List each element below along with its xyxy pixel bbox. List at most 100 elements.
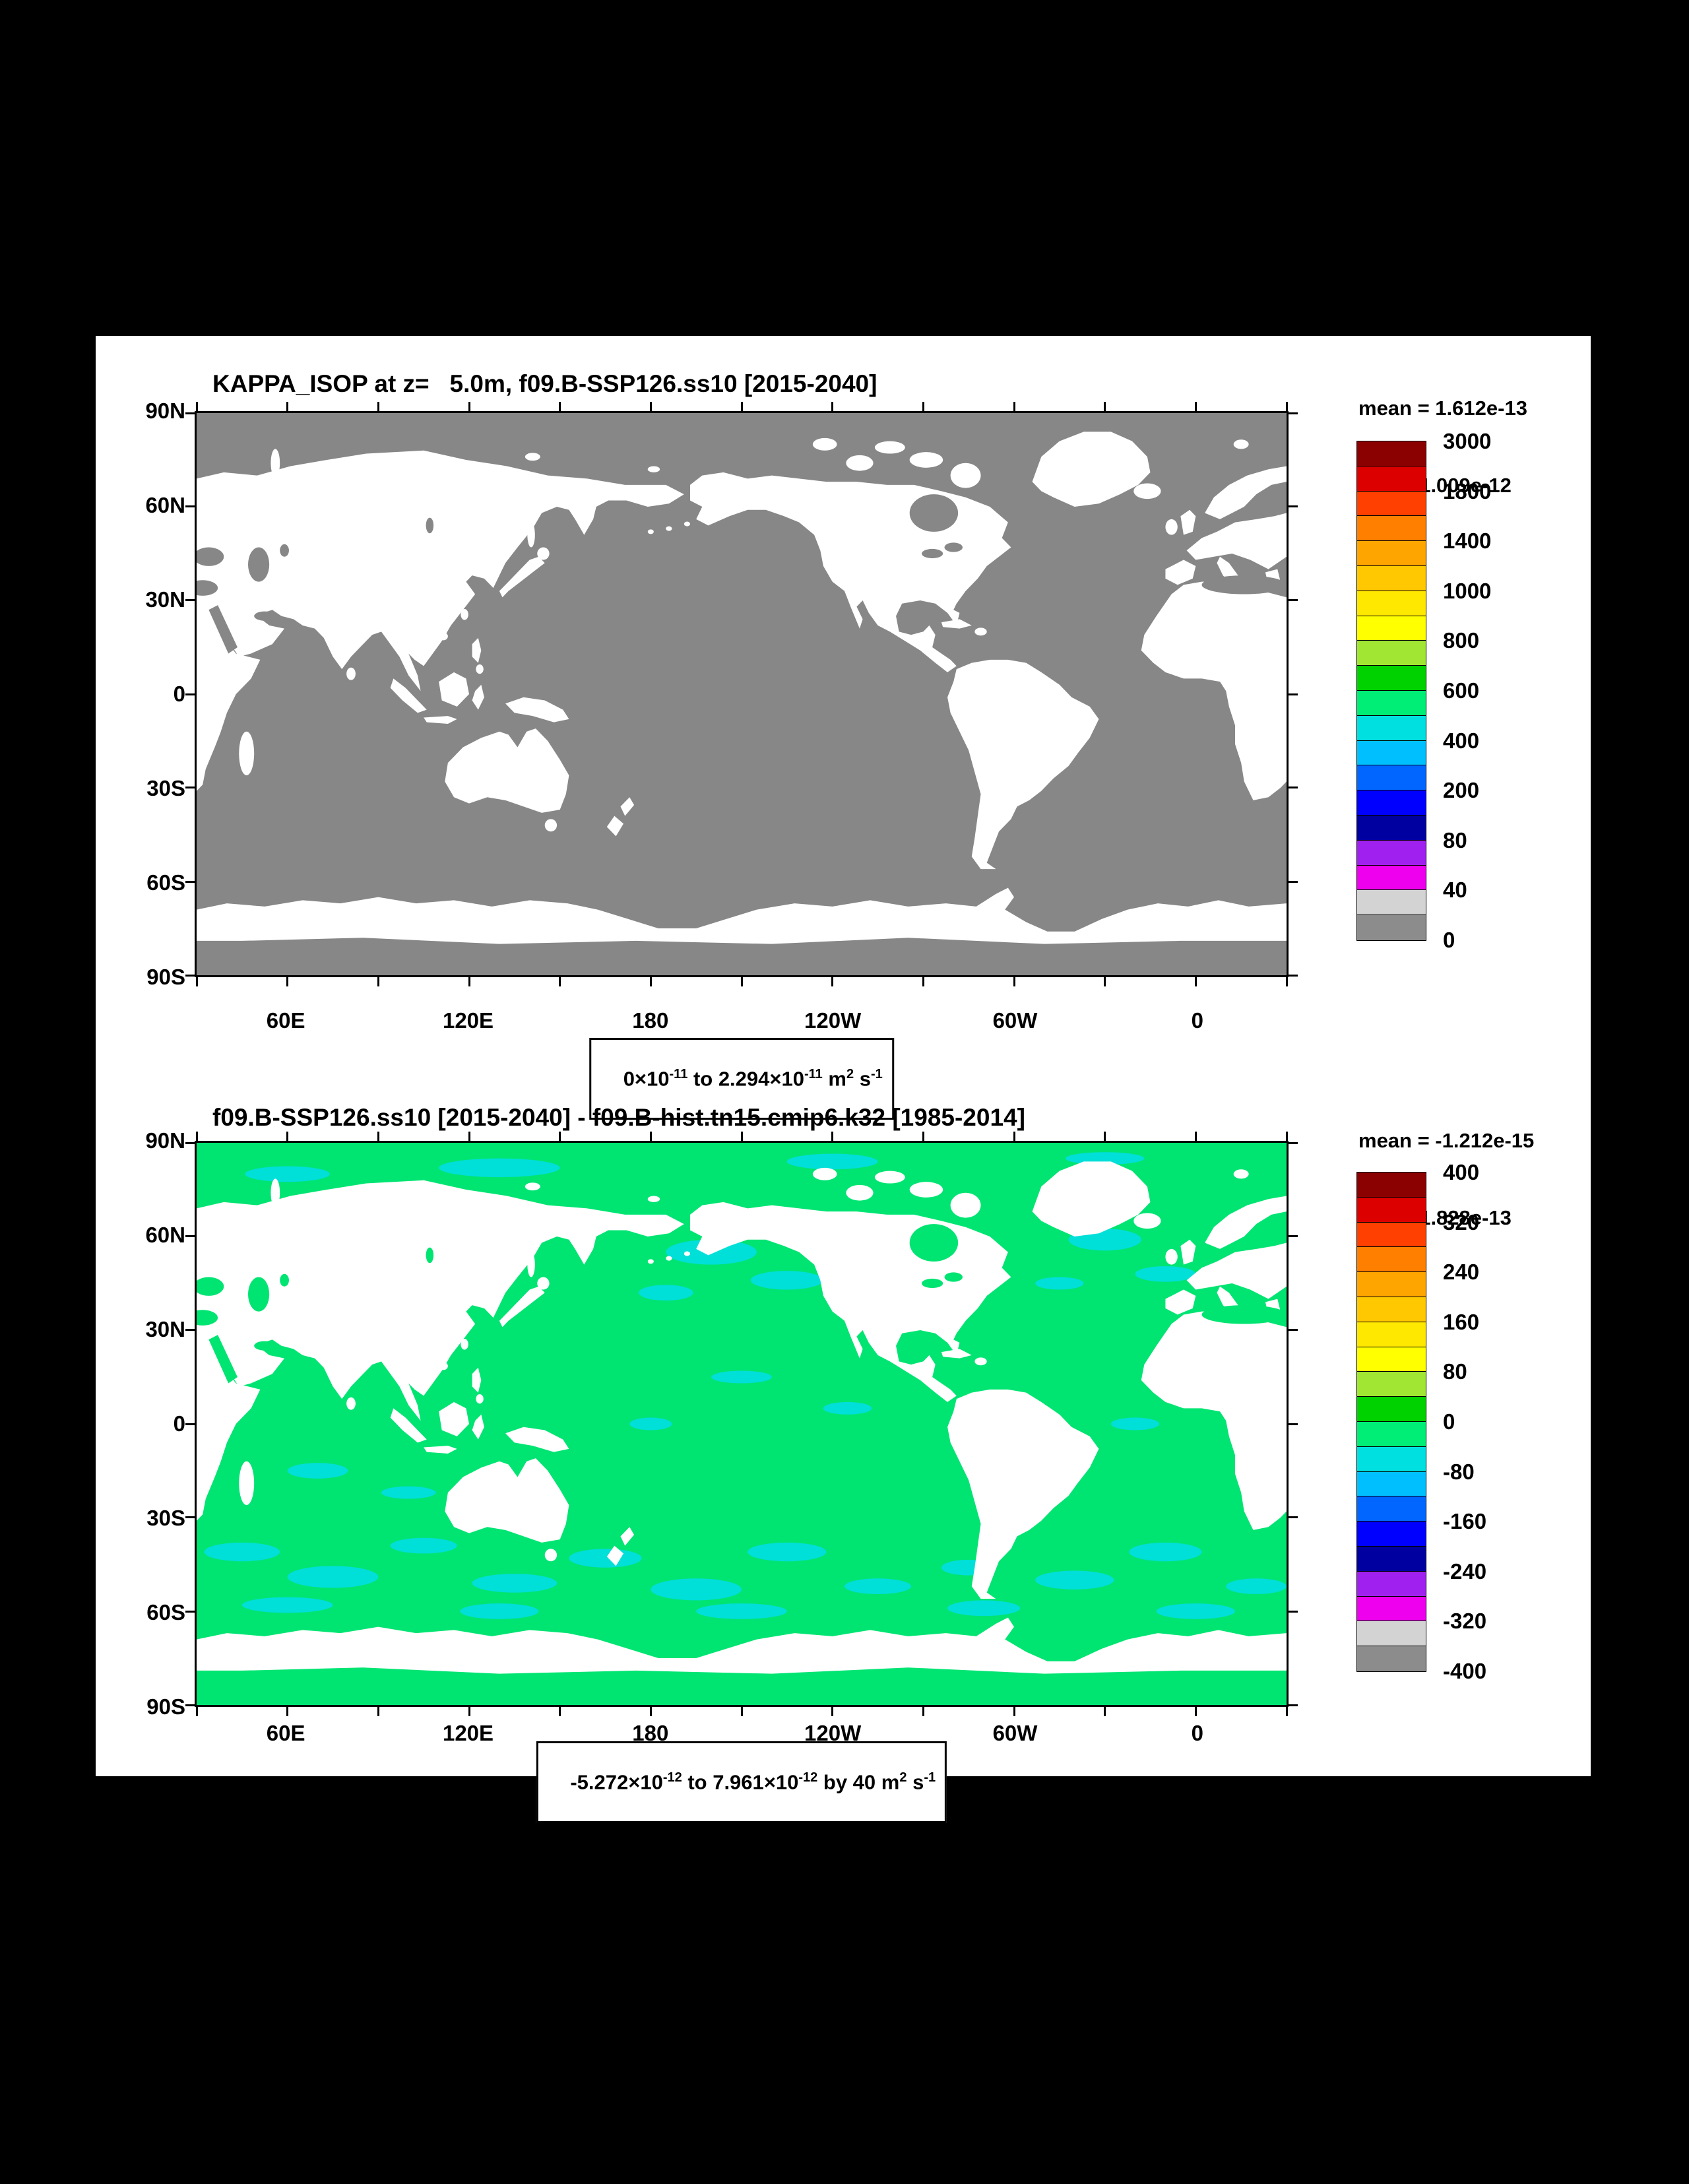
tick-mark	[1013, 1707, 1015, 1716]
tick-mark	[1104, 1707, 1106, 1716]
tick-mark	[922, 1707, 924, 1716]
tick-mark	[185, 599, 195, 602]
panel2-bottom-ticks	[195, 1707, 1288, 1716]
tick-mark	[185, 1329, 195, 1332]
panel2-lon-axis: 60E 120E 180 120W 60W 0	[195, 1719, 1289, 1748]
colorbar-label: 200	[1443, 778, 1480, 802]
panel2-colorbar-labels: 400 320 240 160 80 0 -80 -160 -240 -320 …	[1443, 1160, 1548, 1683]
lon-label: 180	[632, 1008, 669, 1033]
tick-mark	[740, 1707, 743, 1716]
colorbar-cell	[1356, 715, 1426, 742]
colorbar-cell	[1356, 1221, 1426, 1248]
lat-label: 60S	[146, 1600, 185, 1624]
tick-mark	[185, 1610, 195, 1613]
colorbar-cell	[1356, 690, 1426, 717]
panel1-top-ticks	[195, 402, 1288, 411]
colorbar-cell	[1356, 1271, 1426, 1298]
tick-mark	[1013, 977, 1015, 986]
colorbar-label: -240	[1443, 1559, 1487, 1584]
tick-mark	[185, 1516, 195, 1519]
lat-label: 90N	[145, 399, 185, 423]
colorbar-cell	[1356, 1196, 1426, 1223]
colorbar-cell	[1356, 1621, 1426, 1648]
panel2-title: f09.B-SSP126.ss10 [2015-2040] - f09.B-hi…	[212, 1104, 1025, 1131]
panel1-left-ticks	[185, 412, 195, 977]
tick-mark	[559, 1707, 561, 1716]
panel2-colorbar	[1356, 1172, 1426, 1672]
colorbar-label: 600	[1443, 678, 1480, 703]
range-text: -5.272×10	[570, 1770, 663, 1794]
tick-mark	[185, 412, 195, 414]
lon-label: 120E	[442, 1721, 494, 1745]
lat-label: 90N	[145, 1128, 185, 1153]
tick-mark	[1104, 977, 1106, 986]
tick-mark	[1289, 787, 1298, 789]
colorbar-label: 320	[1443, 1210, 1480, 1235]
colorbar-cell	[1356, 1496, 1426, 1523]
range-unit: s	[907, 1770, 924, 1794]
tick-mark	[185, 974, 195, 977]
colorbar-cell	[1356, 1646, 1426, 1672]
tick-mark	[468, 977, 470, 986]
tick-mark	[649, 402, 652, 411]
tick-mark	[185, 1423, 195, 1425]
panel1-mean: mean = 1.612e-13	[1358, 397, 1527, 420]
colorbar-cell	[1356, 1321, 1426, 1348]
tick-mark	[185, 693, 195, 695]
tick-mark	[1289, 412, 1298, 414]
lat-label: 0	[173, 1411, 185, 1436]
colorbar-cell	[1356, 1545, 1426, 1572]
lon-label: 60E	[266, 1008, 305, 1033]
tick-mark	[922, 1132, 924, 1141]
tick-mark	[831, 977, 834, 986]
panel1-world-map	[197, 413, 1287, 975]
lon-label: 120W	[804, 1008, 862, 1033]
colorbar-label: 1000	[1443, 579, 1492, 603]
lat-label: 30N	[145, 1317, 185, 1341]
range-unit-exponent: 2	[899, 1770, 907, 1785]
colorbar-label: 400	[1443, 1160, 1480, 1184]
colorbar-cell	[1356, 665, 1426, 691]
panel1-range-label: 0×10-11 to 2.294×10-11 m2 s-1	[589, 1038, 894, 1120]
range-exponent: -11	[804, 1067, 823, 1081]
panel2-left-ticks	[185, 1141, 195, 1706]
colorbar-label: -80	[1443, 1460, 1475, 1484]
colorbar-label: 80	[1443, 1359, 1467, 1384]
colorbar-label: 80	[1443, 828, 1467, 852]
panel1-lon-axis: 60E 120E 180 120W 60W 0	[195, 1006, 1289, 1035]
tick-mark	[195, 1707, 198, 1716]
tick-mark	[1289, 880, 1298, 883]
tick-mark	[1289, 1235, 1298, 1238]
colorbar-cell	[1356, 839, 1426, 866]
tick-mark	[286, 977, 289, 986]
colorbar-cell	[1356, 441, 1426, 467]
colorbar-label: 160	[1443, 1310, 1480, 1334]
tick-mark	[1104, 1132, 1106, 1141]
lat-label: 0	[173, 682, 185, 706]
colorbar-label: 40	[1443, 878, 1467, 902]
tick-mark	[1289, 693, 1298, 695]
range-exponent: -11	[669, 1067, 688, 1081]
range-text: to 7.961×10	[682, 1770, 799, 1794]
colorbar-cell	[1356, 1471, 1426, 1498]
tick-mark	[377, 402, 379, 411]
tick-mark	[1194, 402, 1197, 411]
tick-mark	[1289, 974, 1298, 977]
panel1-bottom-ticks	[195, 977, 1288, 986]
panel1-right-ticks	[1289, 412, 1298, 977]
lon-label: 180	[632, 1721, 669, 1745]
tick-mark	[1289, 1329, 1298, 1332]
tick-mark	[831, 1707, 834, 1716]
tick-mark	[185, 1141, 195, 1144]
tick-mark	[185, 1704, 195, 1706]
colorbar-cell	[1356, 790, 1426, 816]
panel2-top-ticks	[195, 1132, 1288, 1141]
tick-mark	[1289, 1516, 1298, 1519]
colorbar-label: -400	[1443, 1659, 1487, 1683]
tick-mark	[1104, 402, 1106, 411]
range-text: to 2.294×10	[687, 1067, 804, 1091]
colorbar-cell	[1356, 1521, 1426, 1547]
colorbar-cell	[1356, 1570, 1426, 1597]
panel2-mean: mean = -1.212e-15	[1358, 1129, 1535, 1152]
